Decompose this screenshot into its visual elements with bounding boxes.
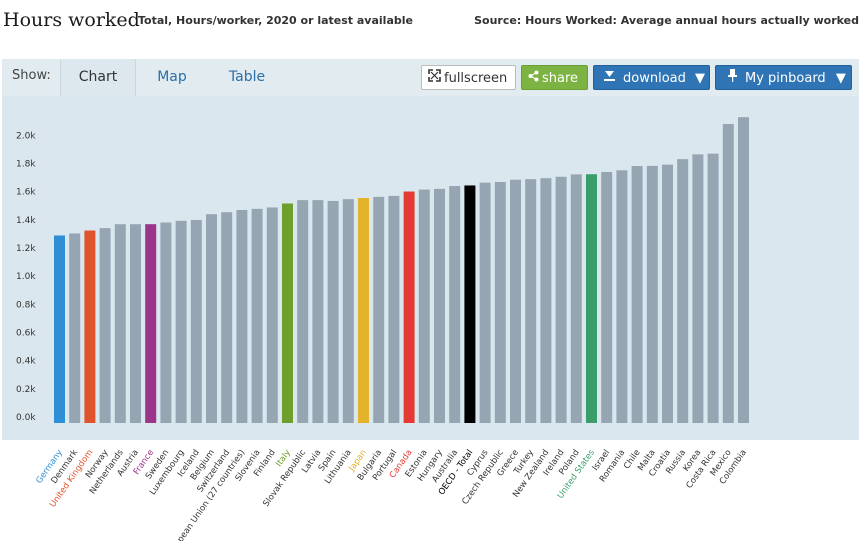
chevron-down-icon: ▼: [835, 71, 846, 86]
bar: [631, 166, 643, 423]
y-tick-label: 1.2k: [16, 244, 36, 254]
bar: [206, 214, 217, 423]
y-tick-label: 1.0k: [16, 272, 36, 282]
bar: [434, 188, 445, 423]
bar: [403, 191, 415, 423]
y-tick-label: 0.8k: [16, 300, 36, 310]
chart-area: 0.0k 0.2k 0.4k 0.6k 0.8k 1.0k 1.2k 1.4k 1.6k 1.8k…: [2, 96, 859, 545]
bar: [114, 224, 126, 423]
tab-table[interactable]: Table: [228, 69, 266, 85]
toolbar: Show: Chart Map Table fullscreen share d…: [2, 59, 859, 96]
bar: [738, 117, 749, 423]
y-tick-label: 0.0k: [16, 413, 36, 423]
bar: [99, 228, 111, 423]
bar: [616, 170, 628, 423]
download-label: download: [623, 71, 686, 86]
bar: [327, 200, 339, 423]
bar: [646, 165, 658, 423]
bar: [494, 181, 506, 423]
bar: [586, 174, 597, 423]
y-tick-label: 0.4k: [16, 357, 36, 367]
bar: [130, 224, 141, 423]
bar: [160, 222, 172, 423]
bar: [388, 195, 400, 423]
bar: [373, 196, 385, 423]
bar: [677, 159, 689, 423]
bar-chart: 0.0k 0.2k 0.4k 0.6k 0.8k 1.0k 1.2k 1.4k 1.6k 1.8k…: [2, 96, 859, 545]
bar: [175, 220, 187, 423]
bar: [190, 219, 202, 423]
bar: [601, 171, 613, 423]
bar: [525, 179, 537, 423]
bar: [358, 198, 369, 423]
fullscreen-button[interactable]: fullscreen: [421, 65, 516, 90]
share-label: share: [542, 71, 579, 86]
bar: [221, 212, 233, 423]
y-tick-label: 2.0k: [16, 131, 36, 141]
bar: [555, 176, 567, 423]
pinboard-label: My pinboard: [745, 71, 826, 86]
bar: [266, 207, 278, 423]
bar: [449, 186, 461, 423]
bar: [722, 123, 734, 423]
bar: [282, 203, 293, 423]
bar: [69, 233, 81, 423]
show-label: Show:: [12, 68, 51, 83]
bar: [662, 164, 673, 423]
y-tick-label: 1.8k: [16, 160, 36, 170]
download-icon: [604, 66, 615, 91]
bar: [540, 178, 552, 423]
pin-icon: [728, 66, 737, 91]
bar: [251, 208, 263, 423]
bar: [312, 200, 324, 423]
share-icon: [528, 66, 539, 91]
pinboard-button[interactable]: My pinboard ▼: [715, 65, 852, 90]
bar: [54, 235, 65, 423]
fullscreen-icon: [428, 66, 441, 91]
page-title: Hours worked: [3, 9, 140, 31]
fullscreen-label: fullscreen: [444, 71, 508, 86]
chevron-down-icon: ▼: [695, 71, 706, 86]
share-button[interactable]: share: [521, 65, 588, 90]
download-button[interactable]: download ▼: [593, 65, 710, 90]
bar: [464, 185, 476, 423]
bar: [145, 224, 157, 423]
bar: [297, 200, 309, 423]
bar: [479, 182, 491, 423]
tab-map[interactable]: Map: [157, 69, 187, 85]
source-note: Source: Hours Worked: Average annual hou…: [474, 14, 859, 27]
bar: [510, 179, 521, 423]
bar: [418, 189, 430, 423]
bar: [342, 199, 354, 423]
bar: [692, 154, 704, 423]
chart-subtitle: Total, Hours/worker, 2020 or latest avai…: [138, 14, 413, 27]
bar: [84, 230, 96, 423]
bar: [570, 174, 582, 423]
y-tick-label: 1.4k: [16, 216, 36, 226]
y-tick-label: 1.6k: [16, 188, 36, 198]
y-tick-label: 0.6k: [16, 329, 36, 339]
tab-chart[interactable]: Chart: [60, 59, 136, 96]
y-tick-label: 0.2k: [16, 385, 36, 395]
bar: [236, 209, 248, 423]
bar: [707, 153, 719, 423]
